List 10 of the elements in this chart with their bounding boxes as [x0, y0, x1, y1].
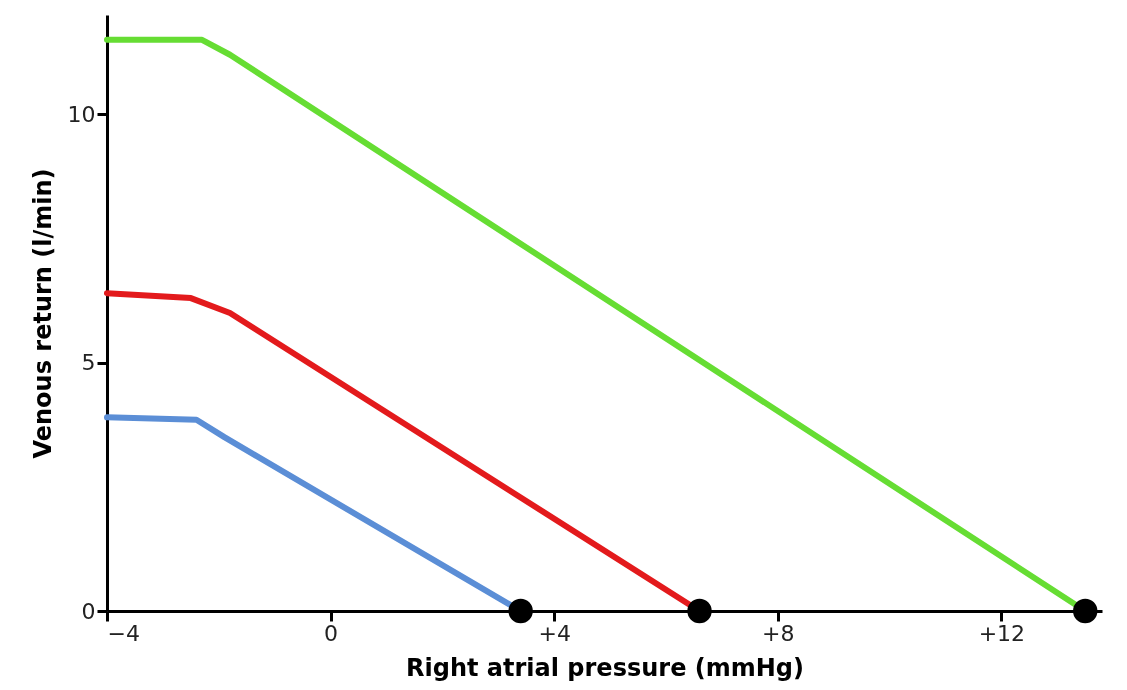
- y-tick-label: 0: [81, 598, 96, 624]
- x-tick-label: +8: [762, 620, 795, 646]
- y-tick-label: 10: [67, 101, 96, 127]
- y-axis-title: Venous return (l/min): [28, 168, 57, 459]
- x-tick-label: 0: [324, 620, 339, 646]
- x-axis-title: Right atrial pressure (mmHg): [406, 653, 804, 682]
- x-tick-label: +12: [978, 620, 1026, 646]
- y-tick-label: 5: [81, 350, 96, 376]
- x-tick-label: +4: [538, 620, 571, 646]
- x-tick-label: −4: [107, 620, 140, 646]
